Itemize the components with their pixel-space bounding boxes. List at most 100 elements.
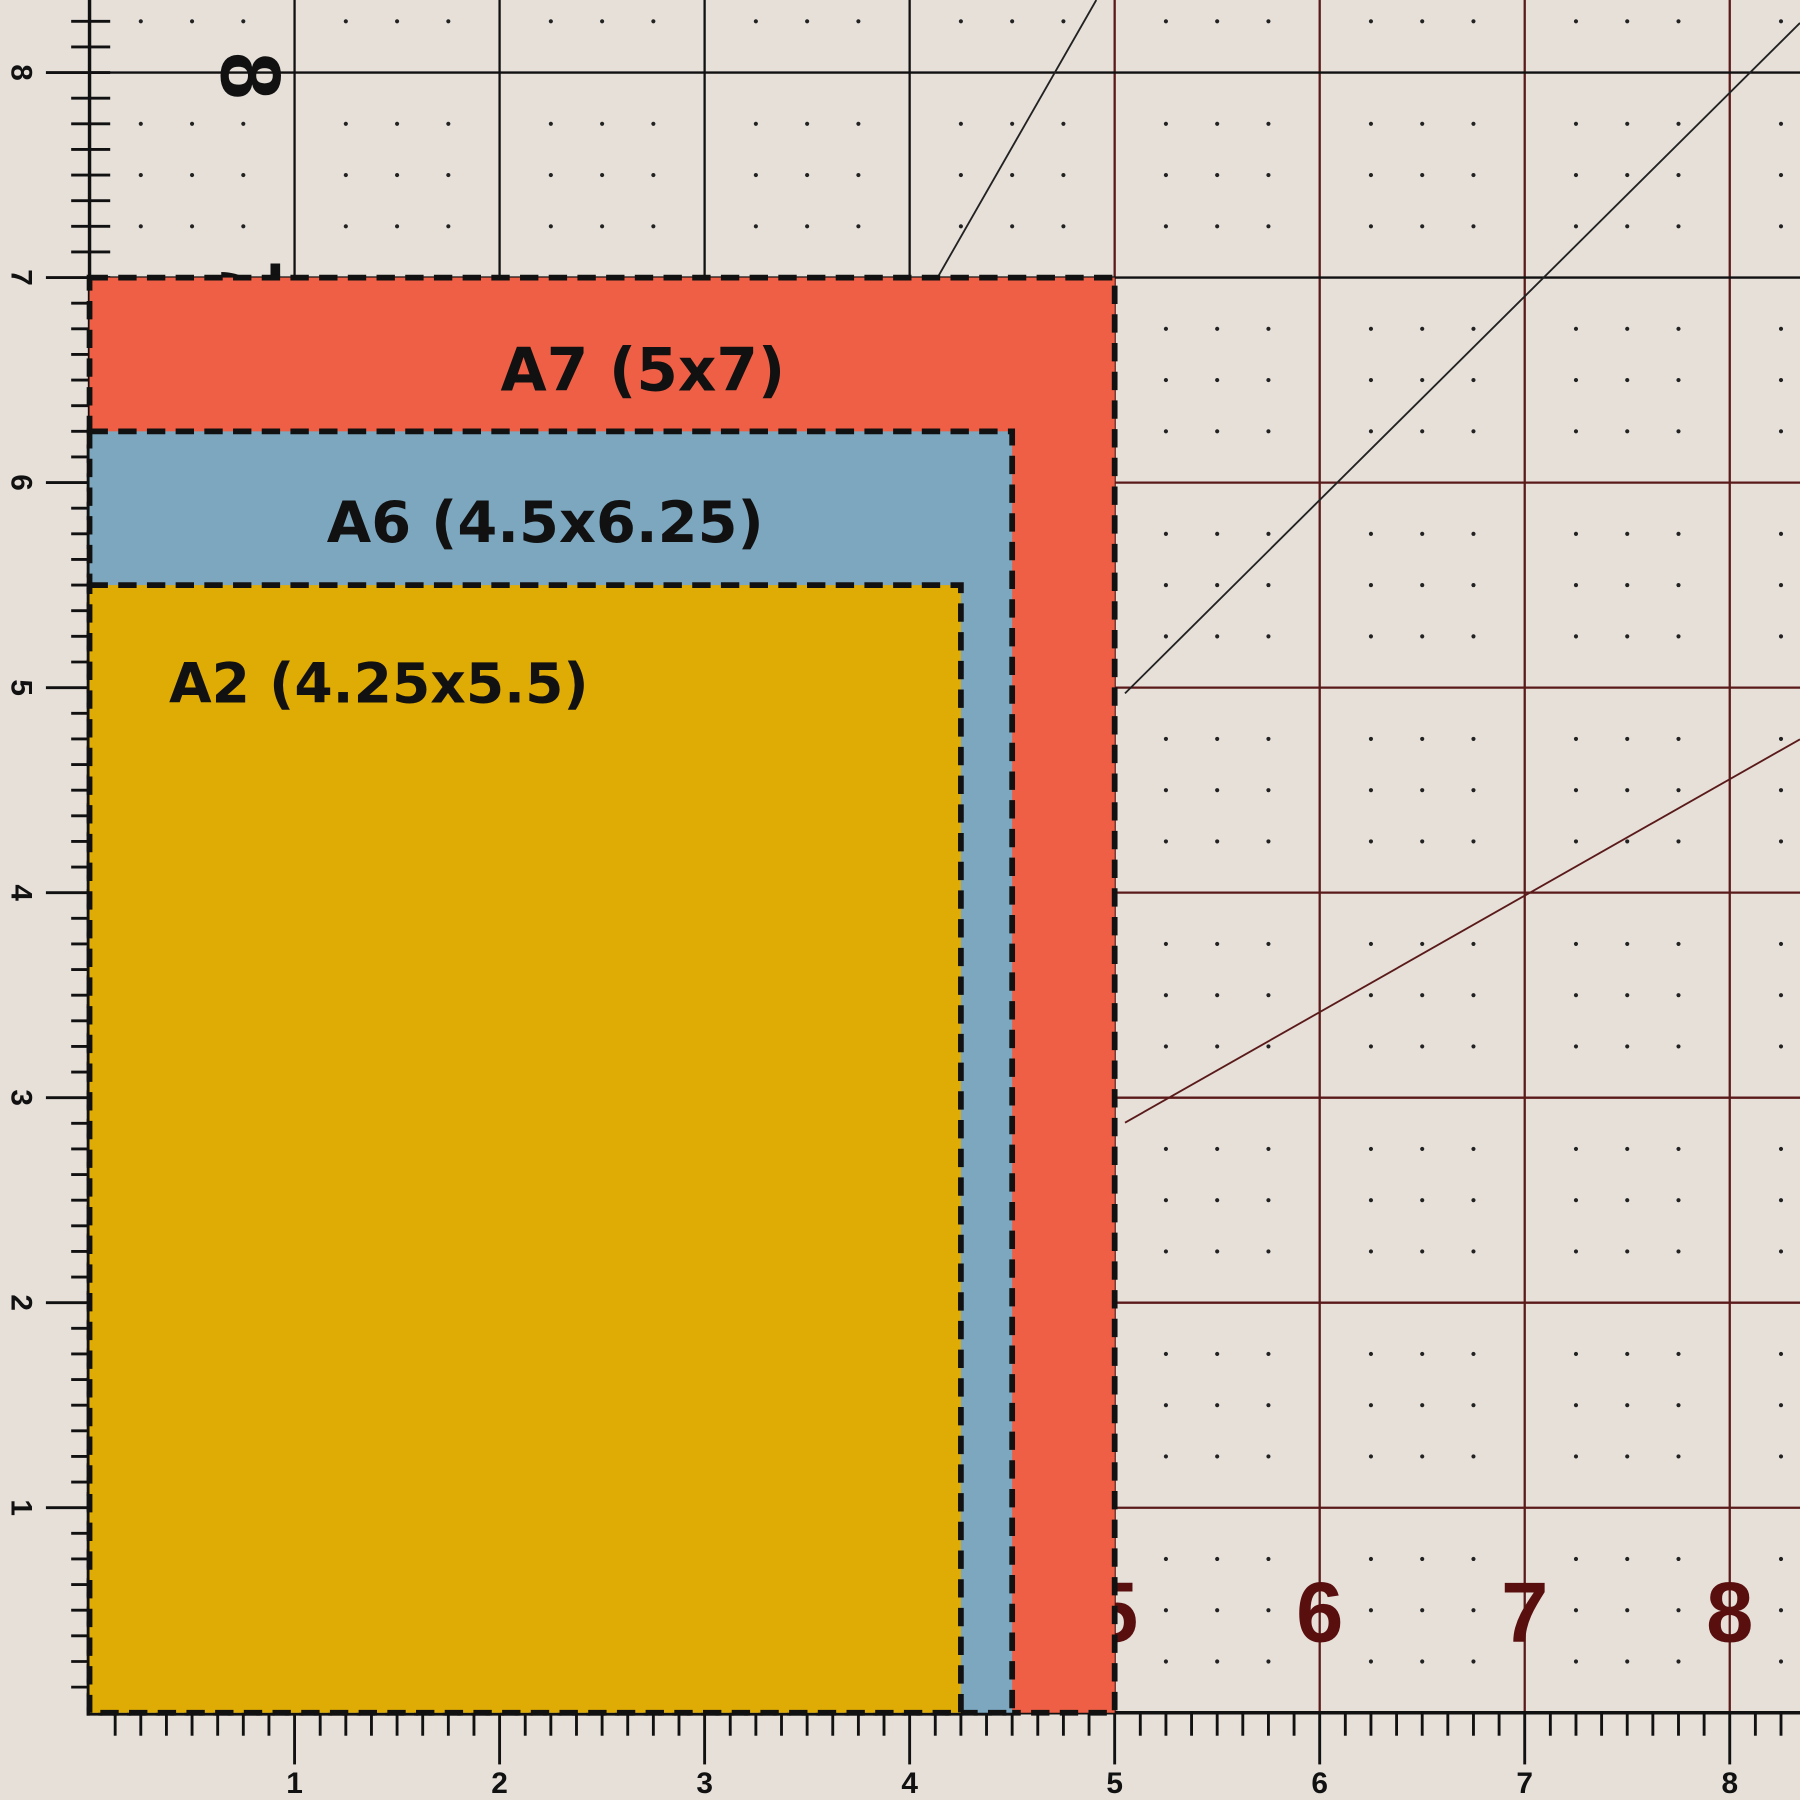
grid-dot xyxy=(1778,788,1784,793)
grid-dot xyxy=(958,19,963,24)
grid-dot xyxy=(1215,1403,1220,1408)
grid-dot xyxy=(1368,531,1374,536)
grid-dot xyxy=(1625,1659,1630,1664)
left-ruler-label: 2 xyxy=(4,1294,37,1311)
grid-dot xyxy=(241,224,246,229)
grid-dot xyxy=(343,121,348,126)
mat-number-bottom: 8 xyxy=(1706,1565,1753,1660)
grid-dot xyxy=(1266,1351,1271,1357)
grid-dot xyxy=(1676,1403,1681,1408)
grid-dot xyxy=(1625,1608,1630,1613)
grid-dot xyxy=(1215,1044,1220,1049)
grid-dot xyxy=(651,19,656,24)
grid-dot xyxy=(1778,1454,1784,1459)
grid-dot xyxy=(1573,378,1579,383)
grid-dot xyxy=(753,224,758,229)
grid-dot xyxy=(1163,736,1168,741)
grid-dot xyxy=(1368,839,1374,844)
grid-dot xyxy=(138,121,143,126)
grid-dot xyxy=(1266,1146,1271,1152)
grid-dot xyxy=(1676,1556,1681,1562)
grid-dot xyxy=(1215,941,1220,946)
grid-dot xyxy=(1778,1608,1784,1613)
grid-dot xyxy=(1266,224,1271,229)
grid-dot xyxy=(1625,634,1630,639)
grid-dot xyxy=(1215,1146,1220,1152)
grid-dot xyxy=(1368,941,1374,946)
grid-dot xyxy=(1163,788,1168,793)
grid-dot xyxy=(1471,224,1476,229)
grid-dot xyxy=(1368,788,1374,793)
grid-dot xyxy=(1215,1556,1220,1562)
grid-dot xyxy=(753,121,758,126)
grid-dot xyxy=(343,19,348,24)
grid-dot xyxy=(1163,634,1168,639)
grid-dot xyxy=(805,224,810,229)
angle-line-60 xyxy=(931,0,1098,288)
grid-dot xyxy=(1420,224,1425,229)
grid-dot xyxy=(1368,224,1374,229)
grid-dot xyxy=(1368,1249,1374,1254)
grid-dot xyxy=(1471,941,1476,946)
grid-dot xyxy=(1215,1351,1220,1357)
grid-dot xyxy=(1676,1454,1681,1459)
grid-dot xyxy=(1573,1249,1579,1254)
grid-dot xyxy=(1573,583,1579,588)
grid-dot xyxy=(1163,224,1168,229)
grid-dot xyxy=(1163,1249,1168,1254)
grid-dot xyxy=(1778,378,1784,383)
grid-dot xyxy=(1010,224,1015,229)
grid-dot xyxy=(1420,1198,1425,1203)
bottom-ruler-label: 2 xyxy=(491,1767,508,1800)
left-ruler-label: 6 xyxy=(4,474,37,491)
grid-dot xyxy=(1010,19,1015,24)
grid-dot xyxy=(1676,1198,1681,1203)
grid-dot xyxy=(1163,531,1168,536)
bottom-ruler-label: 4 xyxy=(901,1767,918,1800)
grid-dot xyxy=(1163,1146,1168,1152)
grid-dot xyxy=(1368,736,1374,741)
grid-dot xyxy=(1420,531,1425,536)
grid-dot xyxy=(1573,1198,1579,1203)
grid-dot xyxy=(1471,172,1476,178)
grid-dot xyxy=(958,121,963,126)
bottom-ruler-label: 3 xyxy=(696,1767,713,1800)
grid-dot xyxy=(1215,1198,1220,1203)
grid-dot xyxy=(1368,429,1374,434)
grid-dot xyxy=(1625,1403,1630,1408)
grid-dot xyxy=(1676,429,1681,434)
grid-dot xyxy=(1471,1403,1476,1408)
grid-dot xyxy=(958,224,963,229)
grid-dot xyxy=(1266,429,1271,434)
grid-dot xyxy=(395,172,400,178)
grid-dot xyxy=(1676,634,1681,639)
grid-dot xyxy=(1163,583,1168,588)
grid-dot xyxy=(548,121,553,126)
grid-dot xyxy=(1163,1351,1168,1357)
grid-dot xyxy=(446,224,451,229)
grid-dot xyxy=(1471,1249,1476,1254)
grid-dot xyxy=(1368,1044,1374,1049)
grid-dot xyxy=(1266,736,1271,741)
grid-dot xyxy=(1061,19,1066,24)
grid-dot xyxy=(1573,121,1579,126)
grid-dot xyxy=(1625,583,1630,588)
grid-dot xyxy=(241,19,246,24)
grid-dot xyxy=(1163,941,1168,946)
grid-dot xyxy=(805,19,810,24)
grid-dot xyxy=(1420,1556,1425,1562)
grid-dot xyxy=(1625,172,1630,178)
grid-dot xyxy=(1266,993,1271,998)
grid-dot xyxy=(1368,121,1374,126)
grid-dot xyxy=(1573,634,1579,639)
grid-dot xyxy=(1266,583,1271,588)
bottom-ruler-label: 7 xyxy=(1516,1767,1533,1800)
grid-dot xyxy=(1625,121,1630,126)
grid-dot xyxy=(1368,1403,1374,1408)
grid-dot xyxy=(1420,634,1425,639)
grid-dot xyxy=(1368,326,1374,331)
grid-dot xyxy=(241,121,246,126)
grid-dot xyxy=(1420,1249,1425,1254)
grid-dot xyxy=(1368,1454,1374,1459)
grid-dot xyxy=(805,121,810,126)
